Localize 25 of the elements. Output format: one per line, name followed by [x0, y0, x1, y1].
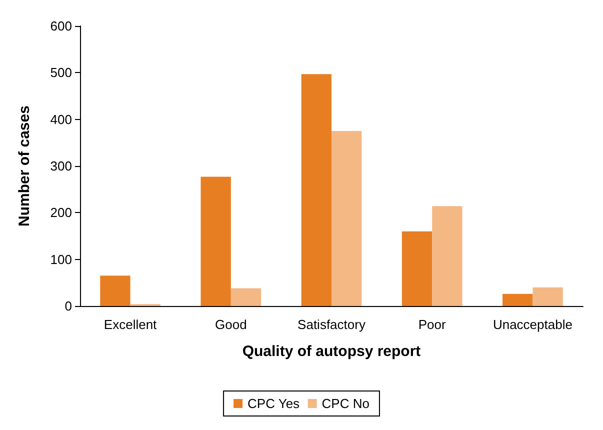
legend-label: CPC Yes: [248, 396, 300, 411]
y-tick-label: 400: [50, 112, 72, 127]
y-axis-title: Number of cases: [16, 106, 33, 226]
y-tick-label: 200: [50, 205, 72, 220]
bar: [502, 294, 533, 306]
bar: [100, 276, 130, 306]
x-axis-title: Quality of autopsy report: [242, 343, 421, 360]
x-tick-label: Good: [214, 317, 247, 332]
y-tick-label: 600: [50, 18, 72, 34]
bar: [230, 288, 262, 306]
bar: [402, 231, 432, 306]
x-tick-label: Satisfactory: [298, 317, 366, 332]
legend-label: CPC No: [322, 396, 370, 411]
y-tick-label: 0: [64, 298, 72, 314]
bar: [301, 74, 332, 306]
bar: [432, 206, 462, 306]
x-tick-label: Poor: [418, 317, 446, 332]
y-tick-label: 100: [50, 252, 72, 267]
x-tick-label: Excellent: [104, 317, 158, 332]
y-tick-label: 500: [50, 65, 72, 80]
bar: [532, 287, 563, 306]
x-tick-label: Unacceptable: [492, 317, 572, 332]
y-tick-label: 300: [50, 158, 72, 174]
bar: [332, 131, 362, 306]
bar: [200, 176, 231, 306]
